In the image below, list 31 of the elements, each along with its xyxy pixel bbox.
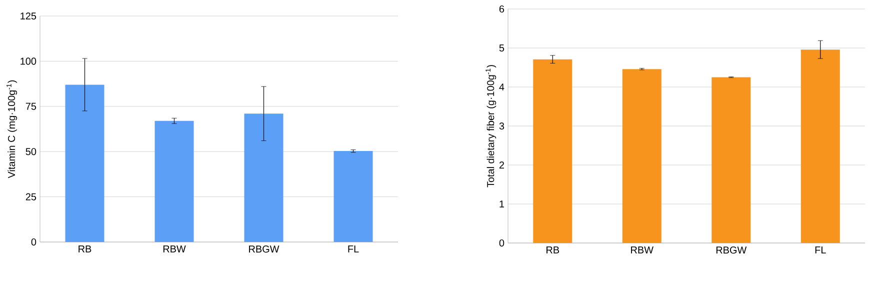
x-tick-label: RBW — [631, 246, 654, 254]
y-tick-label: 50 — [26, 148, 36, 156]
bar — [334, 151, 373, 242]
x-tick-label: RB — [546, 246, 560, 254]
y-axis-title: Vitamin C (mg·100g$^{-1}$) — [6, 80, 18, 178]
bar — [622, 69, 662, 243]
y-tick-label: 3 — [499, 122, 504, 130]
y-tick-label: 6 — [499, 5, 504, 13]
y-tick-label: 75 — [26, 102, 36, 110]
x-tick-label: RB — [78, 246, 92, 252]
y-tick-label: 5 — [499, 44, 504, 52]
y-tick-label: 1 — [500, 200, 504, 208]
y-tick-label: 2 — [499, 162, 504, 168]
x-tick-label: FL — [815, 246, 826, 254]
x-tick-label: RBW — [163, 246, 186, 252]
y-tick-label: 125 — [20, 12, 36, 20]
y-tick-label: 0 — [499, 239, 504, 247]
x-tick-label: RBGW — [249, 246, 280, 253]
bar — [712, 77, 751, 243]
x-tick-label: RBGW — [716, 246, 747, 254]
bar — [244, 114, 284, 242]
y-tick-label: 100 — [20, 58, 36, 65]
y-tick-label: 4 — [499, 84, 504, 90]
bar — [533, 59, 572, 243]
bar — [65, 84, 104, 242]
y-axis-title: Total dietary fiber (g·100g$^{-1}$) — [486, 65, 496, 188]
bar — [800, 50, 840, 243]
bar — [154, 120, 194, 242]
x-tick-label: FL — [348, 246, 359, 252]
y-tick-label: 25 — [26, 193, 36, 200]
y-tick-label: 0 — [31, 238, 36, 246]
